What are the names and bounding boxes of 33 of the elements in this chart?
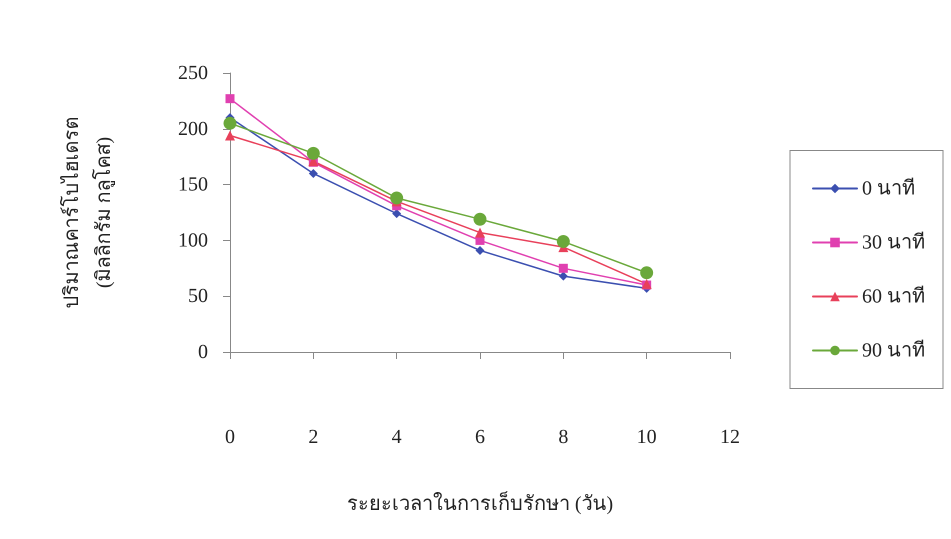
x-tick-label: 4: [392, 426, 402, 448]
legend-label: 90 นาที: [862, 340, 925, 362]
legend-label: 30 นาที: [862, 232, 925, 254]
x-axis-title: ระยะเวลาในการเก็บรักษา (วัน): [346, 490, 614, 515]
x-tick-label: 2: [308, 426, 318, 448]
legend-label: 60 นาที: [862, 286, 925, 308]
point: [224, 116, 236, 130]
x-tick-label: 8: [558, 426, 568, 448]
point: [474, 212, 486, 226]
point: [390, 191, 404, 204]
point: [558, 264, 568, 273]
point: [308, 168, 318, 178]
legend-label: 0 นาที: [862, 178, 915, 200]
y-tick-label: 150: [178, 174, 208, 196]
y-tick-label: 50: [188, 285, 208, 308]
point: [640, 266, 654, 280]
y-axis-title: ปริมาณคาร์โบไฮเดรต (มิลลิกรัม กลูโคส): [60, 116, 116, 308]
y-tick-label: 250: [178, 62, 208, 84]
point: [392, 209, 402, 218]
point: [476, 246, 484, 255]
x-tick-label: 10: [636, 426, 657, 448]
x-tick-label: 12: [720, 426, 740, 448]
point: [556, 235, 570, 248]
x-tick-label: 6: [475, 426, 485, 448]
point: [306, 146, 320, 160]
point: [558, 272, 568, 281]
point: [225, 130, 235, 140]
x-tick-label: 0: [225, 426, 235, 448]
y-tick-label: 200: [178, 118, 208, 140]
y-tick-label: 0: [198, 341, 208, 363]
point: [226, 94, 234, 104]
point: [475, 228, 485, 238]
y-tick-label: 100: [178, 229, 208, 252]
